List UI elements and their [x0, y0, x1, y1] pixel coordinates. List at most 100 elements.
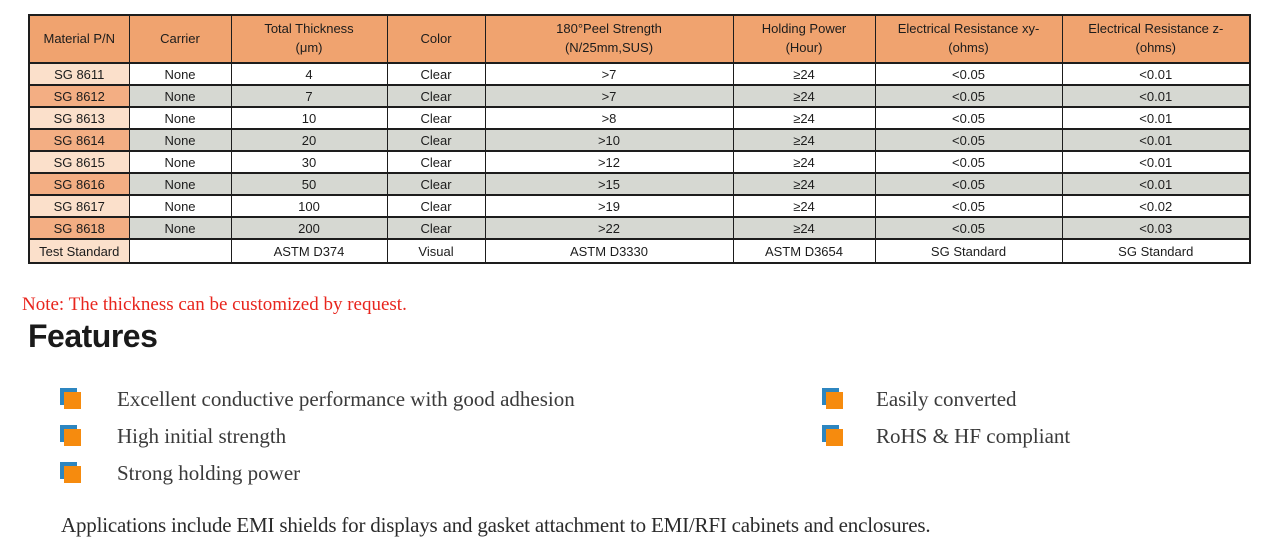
column-header-carrier: Carrier: [128, 14, 232, 64]
table-cell: 20: [230, 128, 388, 152]
applications-text: Applications include EMI shields for dis…: [61, 513, 931, 537]
table-cell: >8: [484, 106, 734, 130]
column-header-total-thickness: Total Thickness (μm): [230, 14, 388, 64]
table-cell: >7: [484, 62, 734, 86]
table-cell: ASTM D3330: [484, 238, 734, 264]
table-cell: SG 8614: [28, 128, 130, 152]
table-cell: 100: [230, 194, 388, 218]
table-cell: SG Standard: [874, 238, 1063, 264]
table-cell: <0.02: [1061, 194, 1251, 218]
table-cell: <0.05: [874, 172, 1063, 196]
table-cell: None: [128, 216, 232, 240]
table-cell: SG 8611: [28, 62, 130, 86]
table-cell: Clear: [386, 84, 486, 108]
column-header-color: Color: [386, 14, 486, 64]
column-header-peel-strength: 180°Peel Strength (N/25mm,SUS): [484, 14, 734, 64]
table-cell: <0.05: [874, 128, 1063, 152]
feature-item: RoHS & HF compliant: [822, 423, 1070, 449]
table-cell: ≥24: [732, 62, 876, 86]
table-header-row: Material P/N Carrier Total Thickness (μm…: [28, 14, 1251, 64]
table-cell: <0.03: [1061, 216, 1251, 240]
column-header-resistance-z: Electrical Resistance z- (ohms): [1061, 14, 1251, 64]
spec-table: Material P/N Carrier Total Thickness (μm…: [28, 14, 1251, 264]
table-cell: >22: [484, 216, 734, 240]
feature-item: High initial strength: [60, 423, 575, 449]
table-cell: <0.05: [874, 216, 1063, 240]
table-cell: ≥24: [732, 84, 876, 108]
table-cell: 10: [230, 106, 388, 130]
table-row: SG 8613 None 10 Clear >8 ≥24 <0.05 <0.01: [28, 106, 1251, 130]
table-cell: None: [128, 62, 232, 86]
table-cell: <0.01: [1061, 150, 1251, 174]
table-cell: <0.05: [874, 62, 1063, 86]
table-cell: [128, 238, 232, 264]
table-cell: None: [128, 172, 232, 196]
table-cell: Test Standard: [28, 238, 130, 264]
table-cell: SG 8613: [28, 106, 130, 130]
table-cell: Clear: [386, 128, 486, 152]
column-header-holding-power: Holding Power (Hour): [732, 14, 876, 64]
table-cell: ≥24: [732, 172, 876, 196]
table-cell: >10: [484, 128, 734, 152]
table-cell: Clear: [386, 216, 486, 240]
table-row: SG 8612 None 7 Clear >7 ≥24 <0.05 <0.01: [28, 84, 1251, 108]
feature-item-label: Strong holding power: [117, 461, 301, 485]
feature-item: Strong holding power: [60, 460, 575, 486]
table-row: SG 8617 None 100 Clear >19 ≥24 <0.05 <0.…: [28, 194, 1251, 218]
feature-item-label: RoHS & HF compliant: [876, 424, 1071, 448]
table-cell: SG Standard: [1061, 238, 1251, 264]
features-left-column: Excellent conductive performance with go…: [60, 386, 575, 497]
table-cell: ASTM D374: [230, 238, 388, 264]
table-cell: None: [128, 150, 232, 174]
square-bullet-icon: [60, 462, 81, 483]
table-cell: SG 8618: [28, 216, 130, 240]
column-header-material-pn: Material P/N: [28, 14, 130, 64]
table-cell: <0.01: [1061, 84, 1251, 108]
feature-item: Excellent conductive performance with go…: [60, 386, 575, 412]
table-row: SG 8616 None 50 Clear >15 ≥24 <0.05 <0.0…: [28, 172, 1251, 196]
table-cell: None: [128, 84, 232, 108]
feature-item-label: Excellent conductive performance with go…: [117, 387, 575, 411]
table-cell: <0.01: [1061, 128, 1251, 152]
table-cell: ≥24: [732, 194, 876, 218]
square-bullet-icon: [60, 425, 81, 446]
feature-item: Easily converted: [822, 386, 1070, 412]
table-cell: 50: [230, 172, 388, 196]
table-cell: Clear: [386, 106, 486, 130]
table-cell: Clear: [386, 172, 486, 196]
table-cell: SG 8615: [28, 150, 130, 174]
table-cell: ≥24: [732, 128, 876, 152]
table-cell: SG 8616: [28, 172, 130, 196]
table-cell: None: [128, 128, 232, 152]
table-cell: None: [128, 194, 232, 218]
feature-item-label: Easily converted: [876, 387, 1017, 411]
table-cell: SG 8617: [28, 194, 130, 218]
table-cell: 7: [230, 84, 388, 108]
table-cell: <0.05: [874, 106, 1063, 130]
table-cell: <0.01: [1061, 62, 1251, 86]
square-bullet-icon: [822, 425, 843, 446]
table-cell: Clear: [386, 194, 486, 218]
table-cell: >7: [484, 84, 734, 108]
table-cell: ASTM D3654: [732, 238, 876, 264]
table-row: SG 8618 None 200 Clear >22 ≥24 <0.05 <0.…: [28, 216, 1251, 240]
table-row: SG 8611 None 4 Clear >7 ≥24 <0.05 <0.01: [28, 62, 1251, 86]
table-cell: <0.01: [1061, 172, 1251, 196]
table-cell: SG 8612: [28, 84, 130, 108]
table-row: SG 8614 None 20 Clear >10 ≥24 <0.05 <0.0…: [28, 128, 1251, 152]
table-cell: Visual: [386, 238, 486, 264]
table-cell: <0.05: [874, 84, 1063, 108]
table-cell: >19: [484, 194, 734, 218]
square-bullet-icon: [60, 388, 81, 409]
table-cell: >15: [484, 172, 734, 196]
note-text: Note: The thickness can be customized by…: [22, 294, 407, 315]
table-cell: <0.01: [1061, 106, 1251, 130]
feature-item-label: High initial strength: [117, 424, 287, 448]
table-cell: Clear: [386, 150, 486, 174]
features-right-column: Easily converted RoHS & HF compliant: [822, 386, 1070, 460]
table-cell: ≥24: [732, 106, 876, 130]
table-cell: 4: [230, 62, 388, 86]
table-cell: >12: [484, 150, 734, 174]
table-cell: ≥24: [732, 150, 876, 174]
table-cell: None: [128, 106, 232, 130]
